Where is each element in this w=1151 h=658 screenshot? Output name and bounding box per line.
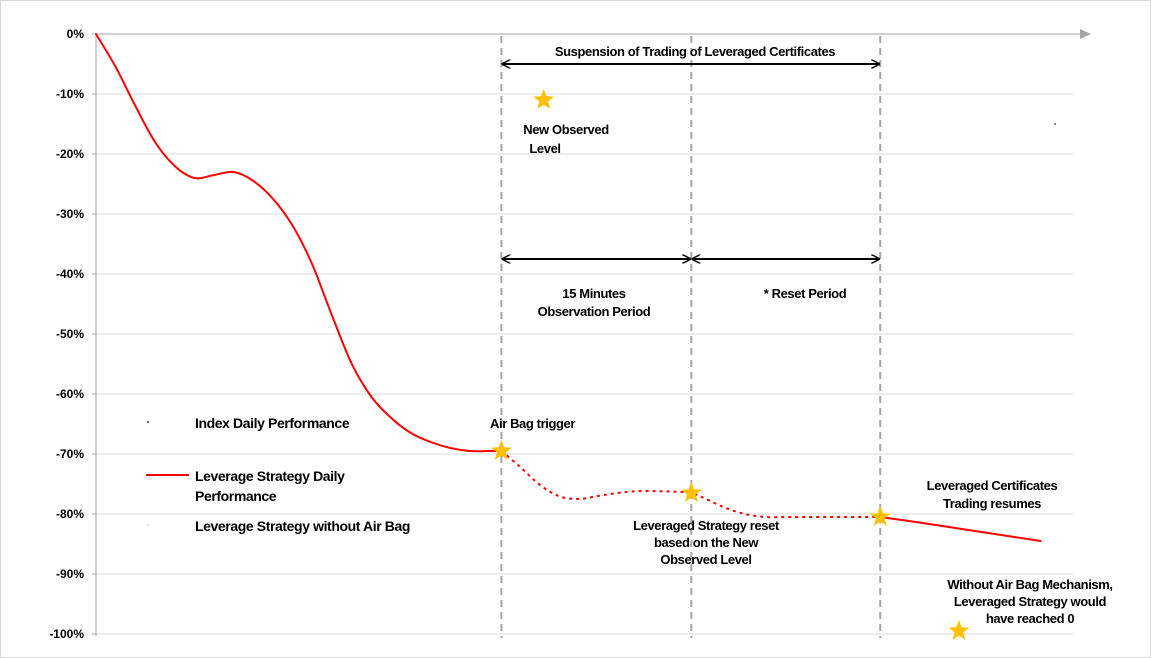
trading-resumes-label-2: Trading resumes [943,496,1041,511]
star-marker [533,89,555,109]
y-tick-label: -70% [56,447,84,461]
y-tick-label: -80% [56,507,84,521]
trading-resumes-label-1: Leveraged Certificates [927,478,1058,493]
legend-index-label: Index Daily Performance [195,415,350,431]
legend-leverage-label-2: Performance [195,488,277,504]
y-tick-label: -10% [56,87,84,101]
annotations: Suspension of Trading of Leveraged Certi… [490,44,1113,626]
series-line [95,33,503,453]
y-tick-label: -40% [56,267,84,281]
x-axis-arrow [1080,29,1091,39]
star-markers [490,89,970,640]
y-tick-label: -50% [56,327,84,341]
without-airbag-label-3: have reached 0 [986,611,1075,626]
legend: Index Daily Performance Leverage Strateg… [146,415,410,534]
stray-dot [1054,123,1056,125]
y-tick-label: -100% [49,627,84,641]
legend-leverage-label-1: Leverage Strategy Daily [195,468,345,484]
reset-period-label: * Reset Period [764,286,847,301]
reset-strategy-label-2: based on the New [654,535,759,550]
suspension-label: Suspension of Trading of Leveraged Certi… [555,44,835,59]
series-line-dashed [500,450,881,519]
observation-label-1: 15 Minutes [562,286,625,301]
reset-strategy-label-1: Leveraged Strategy reset [633,518,780,533]
vertical-dashed-lines [500,36,882,638]
star-marker [869,506,891,526]
y-tick-label: -20% [56,147,84,161]
y-tick-label: -60% [56,387,84,401]
star-marker [680,482,702,502]
star-marker [490,440,512,460]
y-tick-label: -30% [56,207,84,221]
legend-index-marker [147,421,149,423]
without-airbag-label-1: Without Air Bag Mechanism, [947,577,1112,592]
y-tick-label: 0% [67,27,85,41]
new-observed-label-2: Level [529,141,560,156]
legend-without-label: Leverage Strategy without Air Bag [195,518,410,534]
new-observed-label-1: New Observed [523,122,609,137]
reset-strategy-label-3: Observed Level [660,552,751,567]
y-tick-label: -90% [56,567,84,581]
legend-without-marker [147,524,149,526]
period-arrows [502,64,879,259]
without-airbag-label-2: Leveraged Strategy would [954,594,1107,609]
y-axis-ticks: 0% -10% -20% -30% -40% -50% -60% -70% -80% -90% -1… [49,27,84,641]
airbag-trigger-label: Air Bag trigger [490,416,575,431]
gridlines [92,33,1073,635]
star-marker [948,620,970,640]
observation-label-2: Observation Period [538,304,651,319]
series-lines [95,33,1042,542]
series-line [879,516,1042,542]
